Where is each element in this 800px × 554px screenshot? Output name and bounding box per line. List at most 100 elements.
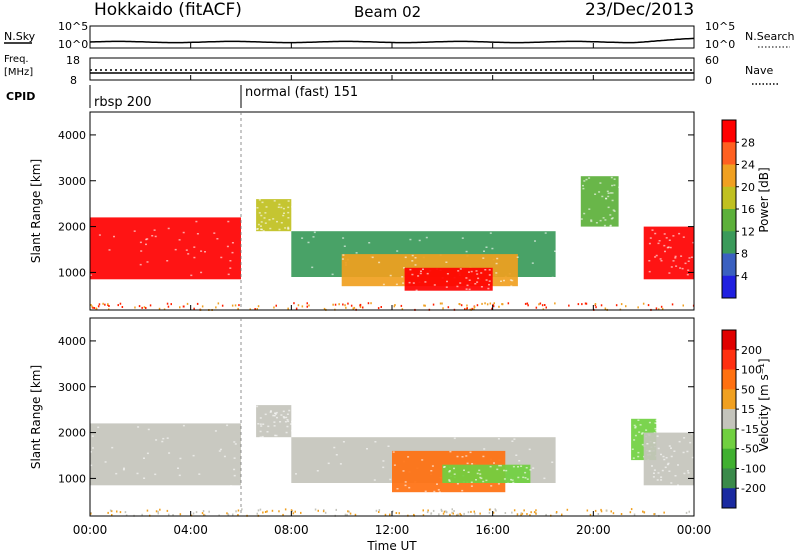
power-marks-ground-scatter [380,306,382,308]
y-tick-label: 2000 [58,427,86,440]
velocity-marks-speckle [393,464,396,466]
power-marks-speckle [313,231,316,234]
velocity-marks-ground-scatter [427,509,429,512]
velocity-marks-ground-scatter [294,510,296,513]
power-marks-speckle [648,270,651,273]
power-marks-speckle [610,176,613,179]
power-marks-speckle [611,192,614,194]
velocity-marks-speckle [256,405,259,408]
power-marks-speckle [146,261,149,263]
power-marks-speckle [601,195,604,198]
velocity-marks-ground-scatter [259,508,262,511]
noise-right-tick-high: 10^5 [705,20,735,33]
power-marks-ground-scatter [196,302,199,305]
velocity-marks-speckle [453,473,456,475]
velocity-marks-speckle [517,476,520,479]
power-marks-ground-scatter [545,306,547,309]
velocity-marks-ground-scatter [529,514,531,517]
velocity-marks-speckle [267,425,270,428]
velocity-marks-speckle [387,445,390,447]
velocity-marks-ground-scatter [314,508,317,511]
power-marks-speckle [396,250,399,252]
power-marks-ground-scatter [394,304,396,306]
velocity-marks-speckle [286,425,289,428]
power-marks-ground-scatter [359,303,362,306]
velocity-marks-speckle [677,484,679,486]
power-marks-ground-scatter [460,304,463,307]
velocity-marks-ground-scatter [463,512,465,515]
velocity-marks-speckle [421,459,424,461]
velocity-marks-speckle [273,414,276,417]
velocity-marks-ground-scatter [192,512,195,515]
power-marks-speckle [511,279,514,282]
power-marks-speckle [474,283,477,285]
power-marks-speckle [651,229,654,231]
power-cbar-swatch [722,231,736,254]
velocity-marks-ground-scatter [470,510,472,513]
velocity-marks-ground-scatter [586,509,589,512]
x-tick-label: 00:00 [73,523,108,537]
power-marks-ground-scatter [334,303,337,306]
power-marks-ground-scatter [367,302,370,305]
noise-tick-high: 10^5 [58,20,88,33]
velocity-marks-speckle [499,464,502,467]
velocity-cbar-swatch [722,488,736,509]
velocity-marks-ground-scatter [422,509,424,512]
power-marks-speckle [582,187,585,190]
velocity-marks-ground-scatter [654,513,656,515]
power-marks-speckle [446,273,449,275]
power-marks-speckle [609,214,612,216]
velocity-marks-speckle [637,419,640,421]
velocity-marks-speckle [182,424,185,427]
power-marks-speckle [484,269,487,271]
velocity-marks-speckle [686,470,689,472]
velocity-marks-speckle [668,470,671,472]
velocity-marks-speckle [665,457,668,459]
x-tick-label: 16:00 [475,523,510,537]
velocity-marks-speckle [461,489,464,492]
power-marks-speckle [466,284,469,287]
power-marks-ground-scatter [464,308,466,311]
power-marks-speckle [668,239,671,241]
power-marks-ground-scatter [481,302,483,305]
velocity-marks-speckle [653,472,655,474]
power-marks-ground-scatter [352,307,354,310]
power-marks-speckle [411,254,414,257]
velocity-marks-ground-scatter [109,509,112,512]
power-marks-speckle [190,274,193,277]
power-marks-speckle [485,279,488,281]
power-marks-ground-scatter [458,303,460,305]
power-marks-ground-scatter [297,304,300,307]
power-marks-speckle [418,239,421,242]
velocity-marks-speckle [512,481,515,484]
velocity-marks-speckle [123,467,125,470]
power-marks-speckle [195,220,198,223]
velocity-marks-ground-scatter [111,514,113,516]
power-marks-speckle [468,271,470,273]
cpid-segment-1: rbsp 200 [94,95,152,110]
velocity-marks-region-4 [442,464,531,483]
power-marks-speckle [618,186,621,188]
velocity-marks-ground-scatter [452,512,454,515]
velocity-marks-speckle [287,420,290,423]
velocity-marks-speckle [551,461,554,463]
power-marks-speckle [90,274,92,276]
velocity-marks-speckle [104,461,107,463]
velocity-marks-speckle [657,447,660,450]
velocity-marks-speckle [273,425,276,427]
power-marks-speckle [496,257,499,260]
velocity-marks-speckle [92,447,94,449]
power-marks-ground-scatter [108,305,110,307]
power-marks-speckle [342,254,345,256]
noise-search-label: N.Search [745,30,795,43]
power-marks-speckle [483,250,485,252]
velocity-marks-speckle [179,457,182,460]
velocity-marks-ground-scatter [157,510,159,513]
velocity-marks-ground-scatter [257,509,260,512]
velocity-marks-ground-scatter [441,510,443,512]
power-marks-ground-scatter [97,305,100,308]
power-marks-speckle [420,270,422,272]
velocity-marks-speckle [286,419,289,421]
power-marks-speckle [264,222,267,224]
